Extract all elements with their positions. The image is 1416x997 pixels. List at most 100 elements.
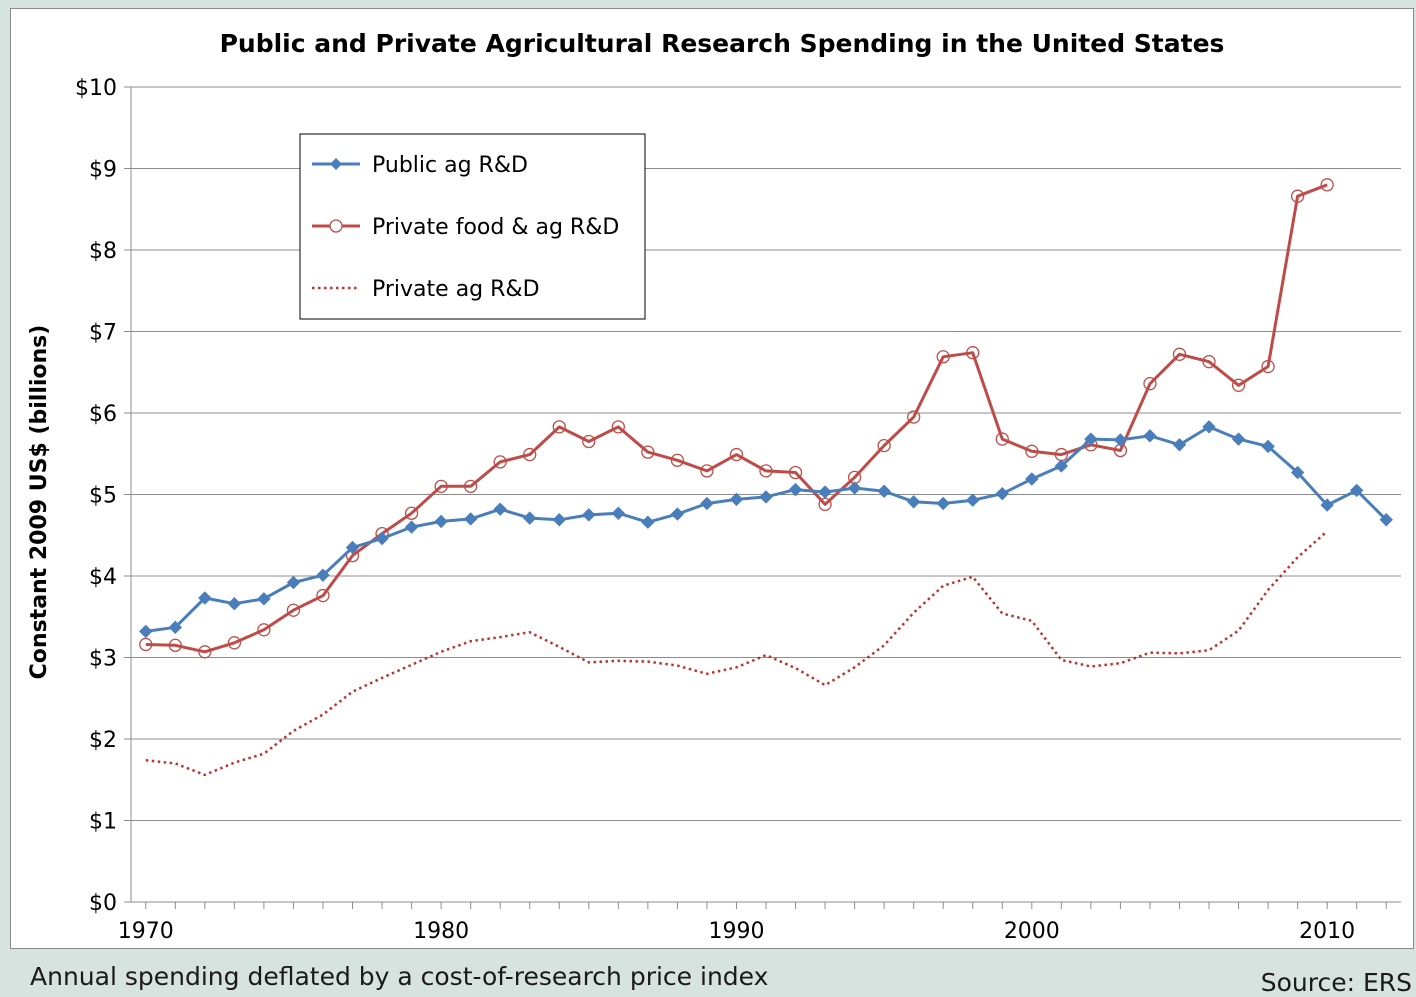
data-point-private-food-ag [936,350,950,364]
y-tick-label: $10 [75,76,117,101]
y-tick-label: $0 [89,891,117,916]
data-point-public [1379,513,1393,527]
data-point-public [139,624,153,639]
data-point-public [286,575,301,590]
data-point-public [463,512,478,526]
data-point-private-food-ag [995,432,1009,446]
x-tick-label: 1980 [413,919,469,944]
source-note: Source: ERS [1260,968,1412,997]
data-point-private-food-ag [729,447,744,462]
y-tick-label: $6 [89,402,117,427]
y-tick-label: $1 [89,810,117,835]
y-tick-label: $4 [89,565,117,590]
data-point-public [995,486,1009,501]
data-point-public [670,507,685,521]
data-point-private-food-ag [670,453,685,467]
data-point-private-food-ag [1290,189,1305,203]
data-point-private-food-ag [759,464,773,478]
legend-label: Private ag R&D [372,277,540,302]
legend-marker-private-food-ag [329,219,343,233]
data-point-private-food-ag [1261,359,1275,374]
data-point-public [168,620,183,635]
data-point-public [611,506,626,520]
data-point-public [227,597,242,611]
data-point-public [936,496,950,511]
chart-title: Public and Private Agricultural Research… [220,29,1225,58]
y-axis-label: Constant 2009 US$ (billions) [27,325,52,680]
data-point-public [966,493,980,507]
legend-marker-public [330,158,342,170]
data-point-private-food-ag [552,420,566,434]
legend-label: Public ag R&D [372,153,528,178]
data-point-public [847,481,862,495]
data-point-public [1290,465,1305,480]
data-point-private-food-ag [1202,355,1216,369]
y-tick-label: $5 [89,484,117,509]
data-point-private-food-ag [493,455,507,469]
data-point-private-food-ag [641,445,655,459]
data-point-public [1143,429,1157,443]
x-tick-label: 1990 [708,919,764,944]
data-point-public [641,515,655,529]
line-chart: Public and Private Agricultural Research… [27,29,1401,944]
data-point-public [1054,459,1069,473]
data-point-private-food-ag [286,603,301,617]
y-tick-label: $7 [89,321,117,346]
data-point-private-food-ag [464,479,478,494]
data-point-private-food-ag [700,464,714,478]
data-point-public [1113,433,1128,447]
data-point-public [906,495,921,509]
data-point-public [1202,420,1216,434]
data-point-public [1349,483,1364,498]
data-point-public [316,568,330,582]
data-point-private-food-ag [611,420,625,434]
data-point-public [759,490,773,504]
data-point-public [404,520,419,534]
series-line-private-food-ag [145,183,1328,654]
data-point-private-food-ag [966,346,980,360]
y-tick-label: $9 [89,158,117,183]
data-point-private-food-ag [582,434,596,449]
data-point-public [818,485,832,499]
data-point-public [729,492,744,507]
data-point-private-food-ag [257,623,271,637]
data-point-private-food-ag [198,645,212,659]
y-tick-label: $2 [89,728,117,753]
chart-frame: Public and Private Agricultural Research… [10,8,1414,949]
x-tick-label: 2000 [1004,919,1060,944]
data-point-public [198,591,212,605]
data-point-public [700,496,714,511]
data-point-public [345,540,360,555]
data-point-private-food-ag [1231,378,1246,392]
footnote: Annual spending deflated by a cost-of-re… [30,962,769,991]
data-point-private-food-ag [1320,178,1334,192]
y-tick-label: $3 [89,647,117,672]
y-tick-label: $8 [89,239,117,264]
x-tick-label: 1970 [118,919,174,944]
data-point-private-food-ag [168,638,182,652]
data-point-public [1172,438,1187,452]
data-point-private-food-ag [227,636,242,650]
data-point-public [257,592,271,606]
legend-label: Private food & ag R&D [372,215,619,240]
data-point-private-food-ag [523,447,537,462]
data-point-public [1084,432,1098,446]
data-point-private-food-ag [434,479,448,494]
data-point-public [1231,432,1246,446]
data-point-public [375,531,389,546]
series-line-private-ag [145,530,1329,777]
data-point-public [434,514,448,529]
data-point-private-food-ag [788,465,803,480]
data-point-public [1320,498,1334,512]
data-point-private-food-ag [907,410,921,424]
data-point-public [1261,439,1275,454]
data-point-private-food-ag [139,637,153,652]
data-point-public [1025,472,1039,486]
data-point-private-food-ag [1025,444,1039,458]
data-point-public [523,511,537,525]
data-point-public [788,482,803,497]
data-point-private-food-ag [877,438,891,453]
data-point-public [582,508,596,522]
x-tick-label: 2010 [1299,919,1355,944]
data-point-private-food-ag [404,506,419,520]
